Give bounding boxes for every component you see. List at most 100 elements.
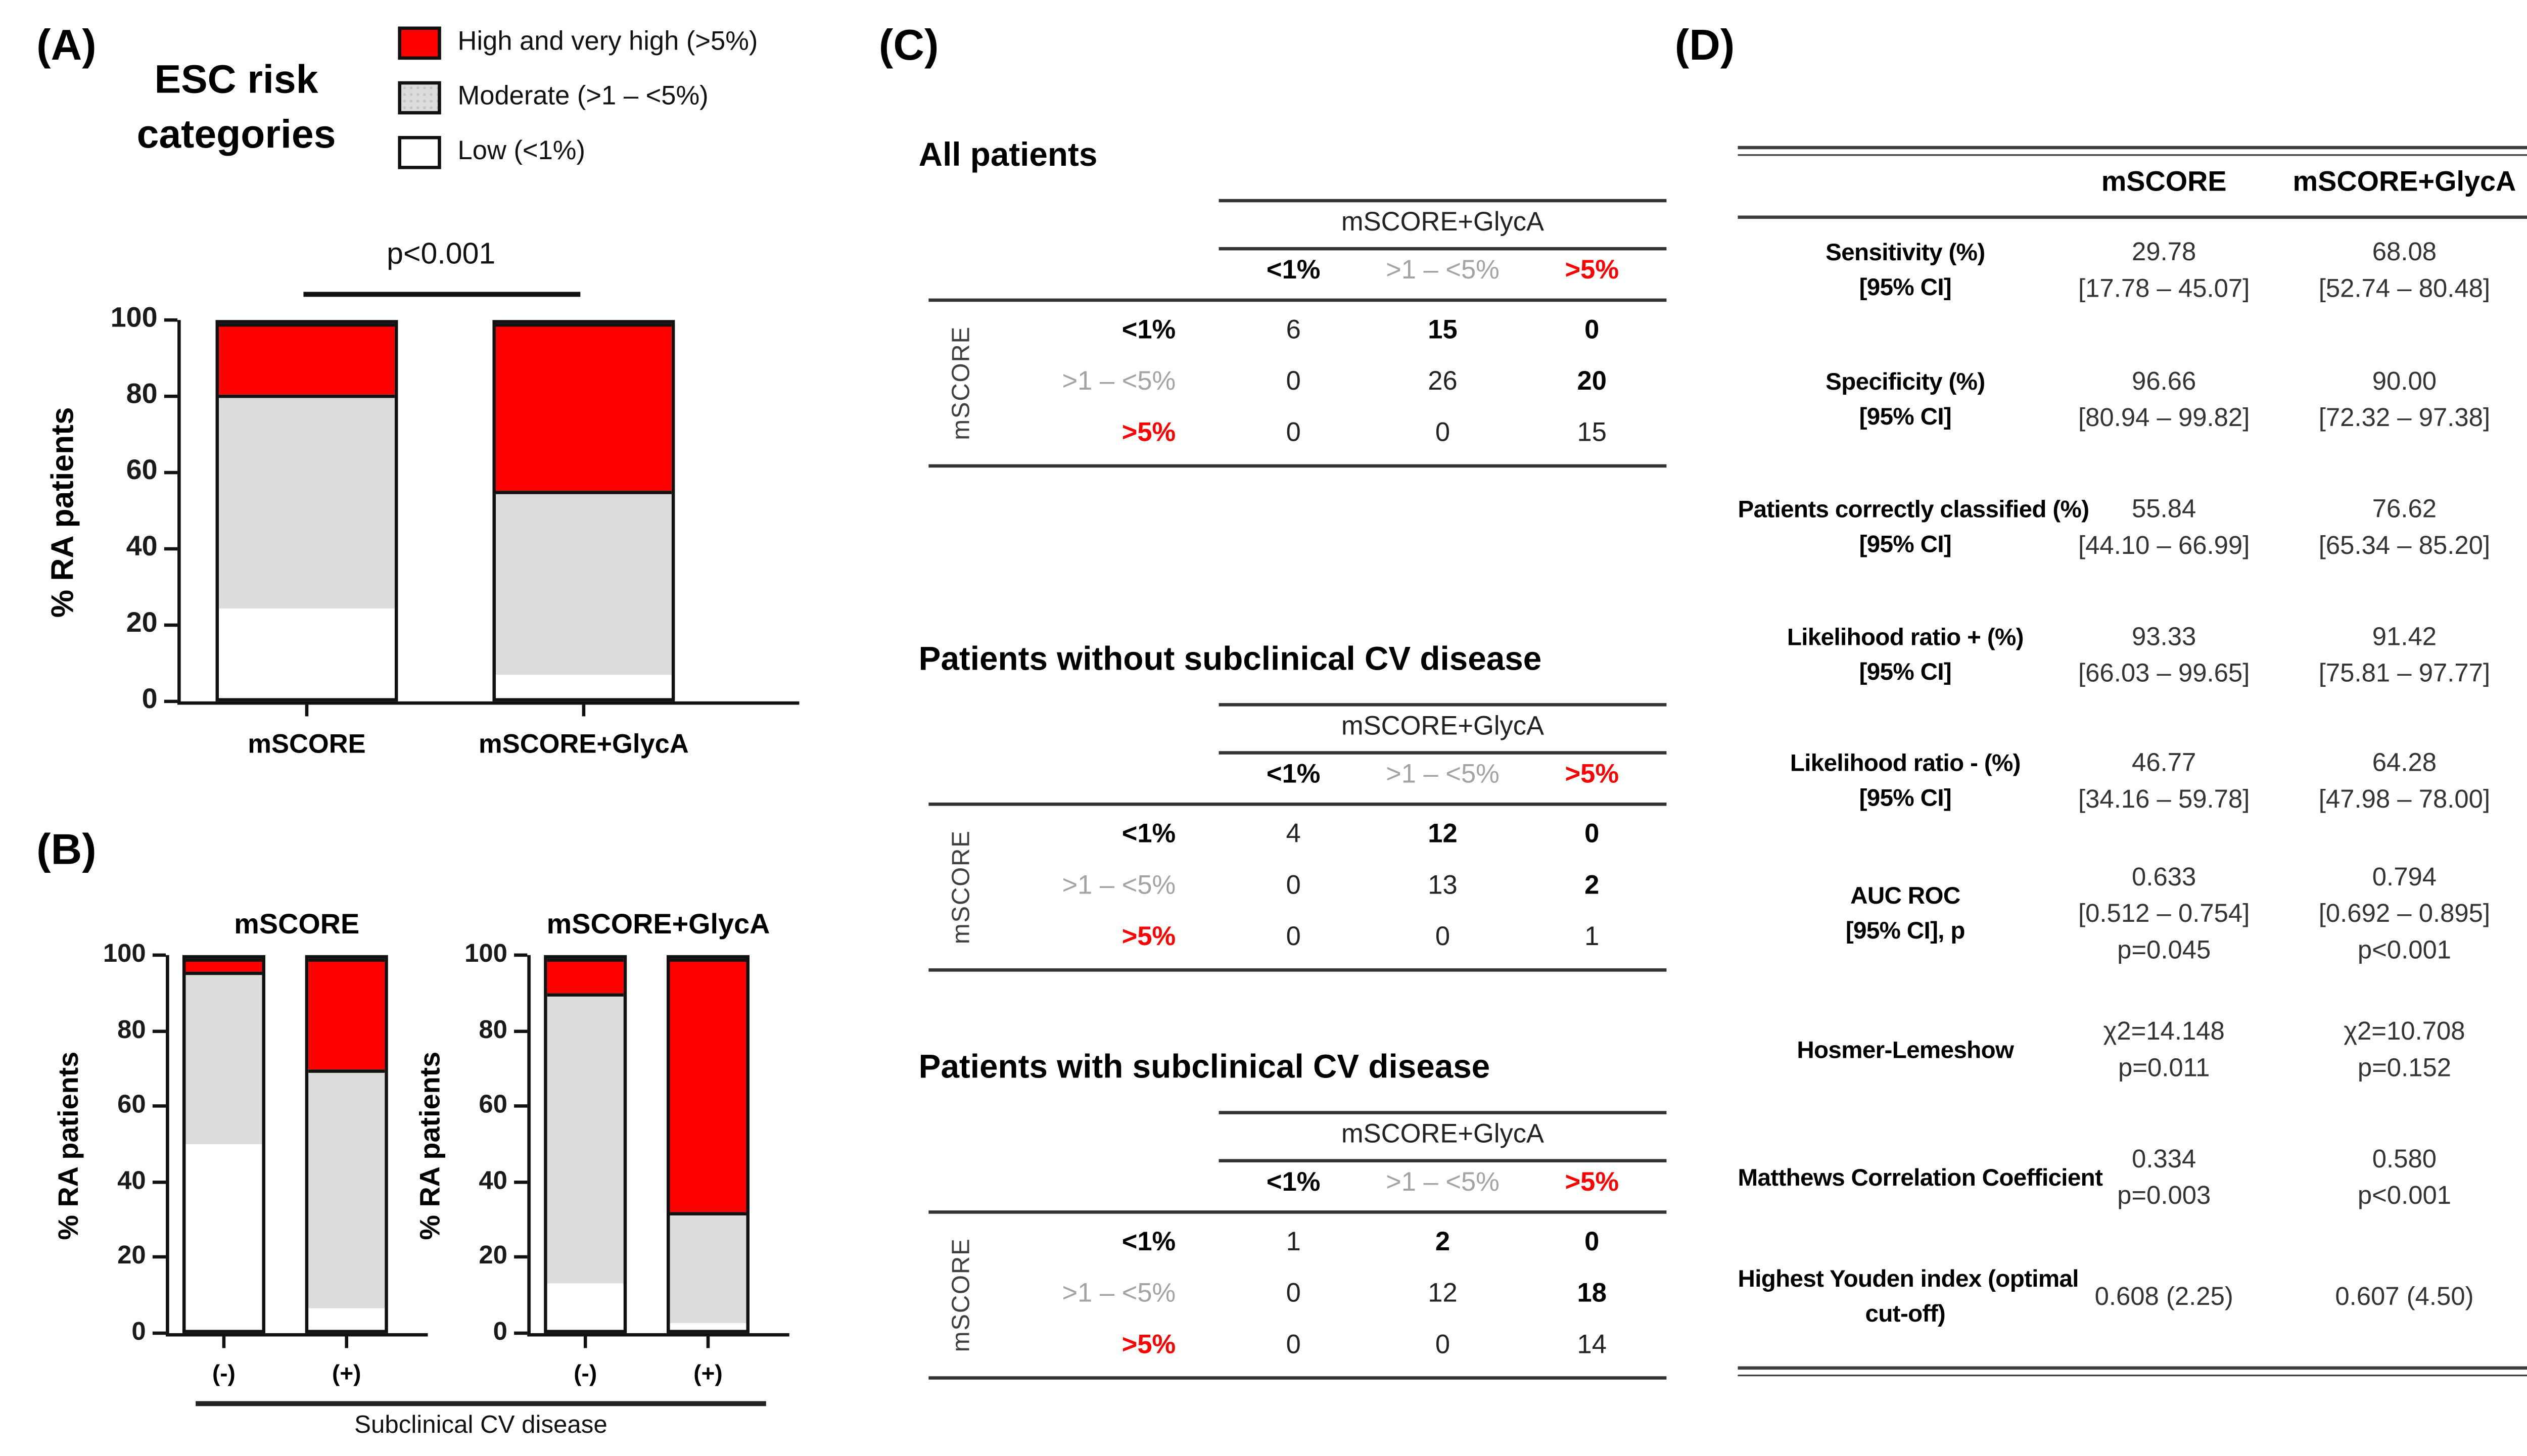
d-row-label: Highest Youden index (optimal cut-off) — [1738, 1266, 2079, 1329]
legend-swatch — [398, 81, 441, 115]
x-axis-tick — [706, 1336, 710, 1348]
rule — [1738, 215, 2527, 219]
matrix-column-header: <1% — [1266, 761, 1321, 789]
significance-p-value: p<0.001 — [387, 237, 496, 270]
d-table-header: mSCORE mSCORE+GlycA — [1738, 166, 2527, 199]
d-row-label: Likelihood ratio + (%) [95% CI] — [1787, 625, 2024, 687]
y-axis-tick — [152, 1180, 166, 1184]
plot-area: 0 20 40 60 80 100 (-) (+) — [464, 940, 789, 1386]
bar-segment — [219, 323, 395, 395]
d-cell-mscore-glyca: 76.62 [65.34 – 85.20] — [2318, 496, 2491, 560]
matrix-row-header: >5% — [1121, 418, 1176, 447]
rule — [928, 1210, 1667, 1214]
stacked-bar — [666, 955, 750, 1333]
x-axis-category-label: mSCORE+GlycA — [479, 731, 689, 760]
x-axis-tick — [345, 1336, 349, 1348]
bar-segment — [496, 323, 672, 490]
y-axis-tick-label: 20 — [117, 1242, 146, 1271]
d-row-label: Likelihood ratio - (%) [95% CI] — [1790, 751, 2021, 813]
stacked-bar — [305, 955, 388, 1333]
chart-title: mSCORE — [234, 908, 360, 941]
y-axis-tick-label: 0 — [493, 1318, 507, 1347]
bar-segment — [496, 490, 672, 676]
matrix-row-header: >1 – <5% — [1062, 1279, 1176, 1308]
rule — [1219, 703, 1667, 707]
y-axis-tick-label: 40 — [479, 1167, 507, 1195]
subclinical-group-caption: Subclinical CV disease — [354, 1411, 607, 1439]
rule — [1219, 247, 1667, 251]
matrix-cell: 1 — [1286, 1228, 1301, 1256]
d-cell-mscore-glyca: 91.42 [75.81 – 97.77] — [2318, 623, 2491, 688]
y-axis-tick-label: 100 — [464, 940, 507, 969]
legend-item: Moderate (>1 – <5%) — [398, 81, 758, 115]
bar-segment — [219, 394, 395, 608]
d-table-row: Likelihood ratio - (%) [95% CI] 46.77 [34.1… — [1738, 746, 2527, 819]
d-table-row: Patients correctly classified (%) [95% CI… — [1738, 492, 2527, 565]
matrix-row-header: <1% — [1121, 1228, 1176, 1256]
d-cell-mscore: 46.77 [34.16 – 59.78] — [2078, 749, 2250, 814]
d-row-label: Specificity (%) [95% CI] — [1826, 369, 1985, 432]
rule — [1219, 199, 1667, 203]
d-row-label: Patients correctly classified (%) [95% CI… — [1738, 497, 2089, 559]
y-axis-tick — [514, 1029, 528, 1032]
d-cell-mscore-glyca: 0.794 [0.692 – 0.895] p<0.001 — [2318, 864, 2491, 965]
y-axis-tick — [164, 471, 178, 475]
d-table-row: Hosmer-Lemeshow χ2=14.148 p=0.011 χ2=10.708… — [1738, 1015, 2527, 1088]
x-axis-category-label: (-) — [212, 1359, 236, 1386]
matrix-cell: 26 — [1428, 367, 1458, 396]
panel-a-title-line1: ESC risk — [154, 58, 318, 103]
stacked-bar-chart-all-patients: % RA patients 0 20 40 60 80 100 mSCORE mSCORE+G… — [46, 302, 800, 760]
matrix-cell: 12 — [1428, 820, 1458, 849]
stacked-bar — [182, 955, 265, 1333]
y-axis-tick-label: 60 — [126, 454, 158, 486]
y-axis-tick — [152, 1331, 166, 1335]
y-axis-tick — [164, 547, 178, 551]
matrix-body: <1% 4 12 0 >1 – <5% 0 13 2 >5% 0 0 1 — [928, 809, 1666, 963]
x-axis-category-label: mSCORE — [248, 731, 366, 760]
matrix-cell: 15 — [1577, 418, 1607, 447]
x-axis-category-label: (+) — [693, 1359, 723, 1386]
matrix-cell: 0 — [1286, 871, 1301, 900]
y-axis-tick — [152, 1104, 166, 1108]
panel-c-label: (C) — [878, 20, 939, 70]
panel-b-label: (B) — [36, 824, 97, 874]
x-axis-tick — [582, 704, 586, 717]
matrix-cell: 0 — [1435, 418, 1450, 447]
matrix-column-header: >1 – <5% — [1386, 1169, 1500, 1197]
y-axis-tick-label: 80 — [479, 1015, 507, 1044]
d-row-label: Hosmer-Lemeshow — [1797, 1037, 2014, 1064]
matrix-row-header: >5% — [1121, 1331, 1176, 1359]
y-axis-tick — [164, 318, 178, 322]
legend-swatch — [398, 136, 441, 169]
rule — [928, 803, 1667, 806]
bar-segment — [670, 958, 746, 1213]
d-header-mscore-glyca: mSCORE+GlycA — [2292, 166, 2516, 198]
y-axis-tick — [152, 1256, 166, 1259]
bar-segment — [308, 1069, 385, 1308]
d-cell-mscore: 0.608 (2.25) — [2094, 1283, 2233, 1312]
panel-a-label: (A) — [36, 20, 97, 70]
d-cell-mscore-glyca: 90.00 [72.32 – 97.38] — [2318, 368, 2491, 433]
matrix-cell: 0 — [1584, 820, 1600, 849]
y-axis-tick-label: 0 — [131, 1318, 146, 1347]
y-axis-tick-label: 80 — [126, 378, 158, 410]
matrix-column-header: >5% — [1565, 257, 1619, 286]
matrix-cell: 18 — [1577, 1279, 1607, 1308]
matrix-row-header: >1 – <5% — [1062, 367, 1176, 396]
matrix-cell: 0 — [1286, 418, 1301, 447]
matrix-row-header: <1% — [1121, 316, 1176, 344]
y-axis-tick-label: 80 — [117, 1015, 146, 1044]
y-axis-tick-label: 100 — [110, 302, 158, 334]
panel-a-title: ESC risk categories — [91, 53, 381, 163]
y-axis-tick-label: 0 — [142, 683, 158, 715]
matrix-title: Patients without subclinical CV disease — [918, 641, 1542, 678]
matrix-row-header: >5% — [1121, 922, 1176, 951]
d-cell-mscore: χ2=14.148 p=0.011 — [2103, 1018, 2225, 1083]
esc-risk-legend: High and very high (>5%) Moderate (>1 – <… — [398, 26, 758, 169]
matrix-cell: 0 — [1435, 1331, 1450, 1359]
d-cell-mscore-glyca: χ2=10.708 p=0.152 — [2344, 1018, 2465, 1083]
matrix-title: Patients with subclinical CV disease — [918, 1049, 1490, 1087]
d-row-label: Sensitivity (%) [95% CI] — [1826, 240, 1985, 302]
matrix-column-group: mSCORE+GlycA — [1341, 713, 1545, 741]
legend-label: High and very high (>5%) — [457, 28, 758, 57]
